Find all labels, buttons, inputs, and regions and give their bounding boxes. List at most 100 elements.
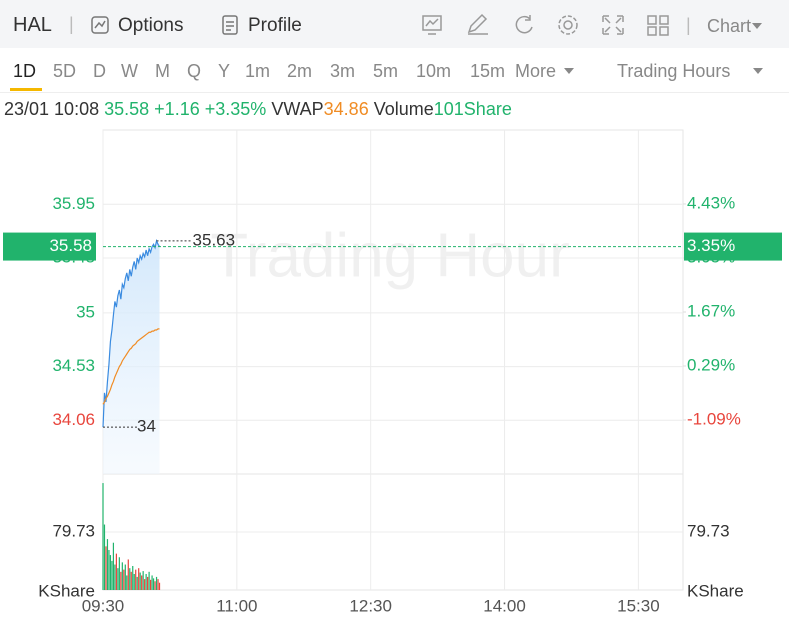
series-line	[102, 238, 161, 428]
symbol[interactable]: HAL	[13, 14, 52, 36]
x-tick-label: 14:00	[483, 596, 526, 615]
high-label: 35.63	[193, 230, 236, 249]
volume-bar	[145, 573, 147, 590]
period-tab[interactable]: Y	[218, 61, 231, 81]
period-bar: Trading Hours 1D 5D D W M Q Y 1m 2m 3m 5m 10m 15m Mor…	[0, 48, 789, 93]
volume-bar	[135, 569, 137, 590]
period-tab[interactable]: 2m	[287, 61, 313, 81]
vwap-value: 34.86	[323, 99, 369, 119]
chart: Trading Hour 09:30 11:00 12:30 14:00 15:30 35.…	[3, 129, 782, 615]
volume-bar	[126, 575, 128, 590]
volume-bar	[102, 483, 104, 590]
volume-bar	[129, 568, 131, 590]
volume-bar	[111, 560, 113, 590]
quote-change: +1.16	[154, 99, 200, 119]
volume-bar	[149, 579, 152, 590]
volume-bar	[138, 568, 140, 590]
quote-price: 35.58	[104, 99, 150, 119]
period-tab[interactable]: More	[515, 61, 557, 81]
volume-bar	[157, 579, 159, 590]
separator: |	[686, 15, 691, 35]
active-underline	[10, 88, 42, 91]
vwap-label: VWAP	[271, 99, 324, 119]
volume-bar	[133, 573, 135, 590]
price-area	[103, 240, 160, 474]
volume-bar	[108, 549, 110, 590]
dropdown-arrow	[564, 68, 574, 74]
profile-icon	[222, 15, 238, 35]
volume-tick-label: 79.73	[687, 521, 730, 540]
last-price-box	[3, 232, 96, 261]
period-tab[interactable]: Q	[187, 61, 202, 81]
period-tab[interactable]: 1m	[245, 61, 271, 81]
options-tab[interactable]: Options	[118, 15, 184, 36]
separator: |	[69, 14, 74, 34]
volume-value: 101Share	[433, 99, 512, 119]
y2-tick-label: 4.43%	[687, 193, 735, 212]
volume-bar	[154, 581, 156, 590]
session-menu[interactable]: Trading Hours	[617, 61, 731, 81]
volume-tick-label: 79.73	[52, 521, 95, 540]
period-tab[interactable]: 5D	[53, 61, 77, 81]
period-tab[interactable]: 3m	[330, 61, 356, 81]
options-icon	[91, 16, 109, 34]
series-line	[102, 328, 160, 405]
x-tick-label: 09:30	[82, 596, 125, 615]
volume-bar	[109, 555, 112, 590]
period-tab[interactable]: W	[121, 61, 138, 81]
y-tick-label: 35.95	[52, 194, 95, 213]
last-pct-label: 3.35%	[687, 236, 735, 255]
period-tab[interactable]: 15m	[470, 61, 506, 81]
volume-bar	[115, 553, 117, 590]
y-tick-label: 34.06	[52, 410, 95, 429]
volume-unit: KShare	[38, 581, 95, 600]
chart-menu[interactable]: Chart	[707, 16, 752, 36]
y-tick-label: 34.53	[52, 356, 95, 375]
volume-bar	[152, 578, 155, 590]
quote-change-pct: +3.35%	[204, 99, 267, 119]
volume-bar	[147, 576, 149, 590]
y2-tick-label: 1.67%	[687, 301, 735, 320]
x-tick-label: 15:30	[617, 596, 660, 615]
profile-tab[interactable]: Profile	[248, 15, 302, 36]
volume-bar	[123, 569, 125, 590]
volume-bar	[127, 559, 129, 590]
volume-bar	[120, 571, 122, 590]
period-tab[interactable]: M	[155, 61, 170, 81]
volume-bar	[117, 568, 119, 590]
y-tick-label: 35	[76, 302, 95, 321]
volume-bar	[144, 579, 146, 590]
volume-bar	[106, 539, 109, 590]
volume-bar	[121, 562, 123, 590]
dropdown-arrow	[752, 23, 762, 29]
plot-frame	[102, 129, 684, 591]
toolbar: HAL | Options Profile | Chart	[0, 0, 789, 48]
volume-bar	[118, 557, 120, 590]
y2-tick-label: 0.29%	[687, 355, 735, 374]
last-pct-box	[684, 232, 782, 261]
volume-bar	[158, 582, 161, 590]
volume-bar	[112, 542, 115, 590]
period-tab[interactable]: 10m	[416, 61, 452, 81]
period-tab[interactable]: 5m	[373, 61, 399, 81]
tool-icons	[422, 13, 669, 36]
volume-bar	[148, 571, 150, 590]
volume-bar	[114, 564, 116, 590]
period-tab[interactable]: D	[93, 61, 106, 81]
volume-bar	[105, 546, 107, 590]
last-price-label: 35.58	[49, 236, 92, 255]
volume-bar	[142, 571, 144, 590]
volume-label: Volume	[373, 99, 434, 119]
volume-bar	[132, 565, 134, 590]
volume-bar	[141, 575, 143, 590]
dropdown-arrow	[753, 68, 763, 74]
volume-bar	[124, 564, 126, 590]
x-tick-label: 12:30	[349, 596, 392, 615]
volume-unit: KShare	[687, 581, 744, 600]
x-tick-label: 11:00	[216, 596, 257, 615]
period-tab[interactable]: 1D	[13, 61, 37, 81]
quote-line: 23/01 10:08 35.58 +1.16 +3.35% VWAP34.86…	[4, 99, 512, 120]
y2-tick-label: -1.09%	[687, 409, 741, 428]
volume-bar	[155, 576, 158, 590]
